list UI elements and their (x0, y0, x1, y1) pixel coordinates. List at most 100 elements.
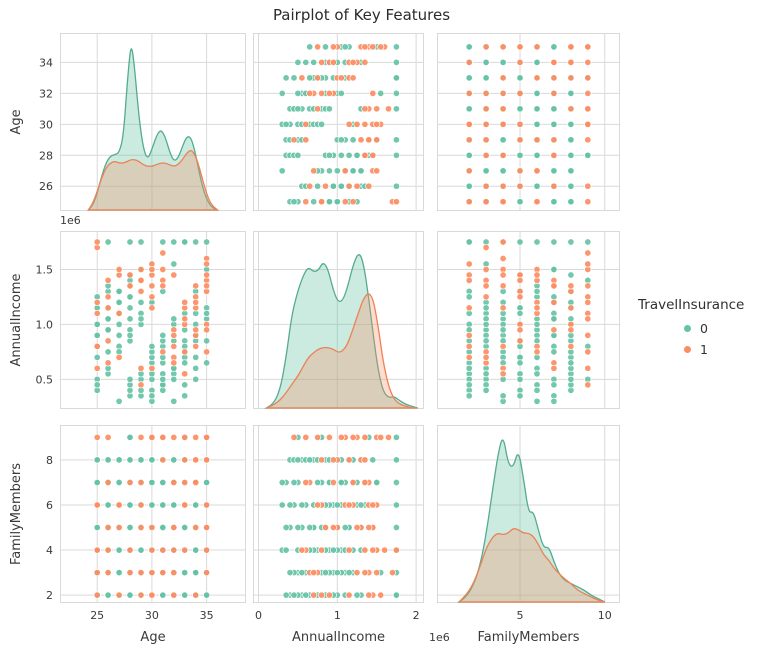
data-point (345, 120, 353, 128)
data-point (203, 326, 211, 334)
data-point (369, 89, 377, 97)
data-point (321, 43, 330, 51)
scatter-class1 (290, 433, 400, 599)
kde-annualincome-class0 (264, 254, 418, 409)
data-point (159, 331, 167, 339)
data-point (137, 501, 145, 509)
data-point (499, 89, 507, 97)
data-point (353, 182, 361, 190)
data-point (115, 546, 123, 554)
data-point (361, 478, 369, 487)
data-point (516, 182, 524, 190)
data-point (499, 43, 507, 51)
data-point (333, 501, 341, 509)
data-point (349, 136, 357, 144)
data-point (181, 370, 189, 378)
data-point (349, 198, 357, 206)
data-point (345, 182, 353, 190)
data-point (306, 89, 314, 97)
data-point (192, 591, 200, 599)
data-point (93, 478, 101, 487)
data-point (550, 105, 558, 113)
data-point (310, 167, 318, 175)
data-point (465, 120, 473, 128)
data-point (302, 136, 310, 144)
data-point (482, 151, 490, 159)
data-point (170, 397, 178, 405)
subplot-frame (253, 425, 424, 603)
y-tick-label: 6 (46, 499, 53, 512)
data-point (349, 433, 357, 441)
data-point (353, 591, 361, 599)
data-point (93, 433, 101, 441)
data-point (159, 478, 167, 487)
data-point (148, 546, 156, 554)
data-point (159, 375, 167, 383)
data-point (278, 478, 286, 487)
data-point (345, 501, 353, 509)
kde-annualincome-class1 (266, 293, 418, 409)
data-point (192, 238, 200, 246)
data-point (126, 433, 134, 441)
data-point (329, 182, 337, 190)
data-point (93, 364, 101, 372)
data-point (148, 523, 156, 532)
data-point (584, 331, 592, 339)
data-point (482, 182, 490, 190)
data-point (104, 304, 112, 312)
data-point (126, 304, 134, 312)
data-point (325, 198, 333, 206)
data-point (516, 238, 524, 246)
data-point (482, 243, 490, 252)
data-point (321, 182, 330, 190)
data-point (533, 182, 541, 190)
data-point (203, 501, 211, 509)
data-point (310, 58, 318, 66)
data-point (567, 182, 575, 190)
data-point (550, 315, 558, 323)
data-point (550, 182, 558, 190)
data-point (115, 353, 123, 361)
data-point (353, 120, 361, 128)
data-point (516, 326, 524, 334)
y-tick-label: 0.5 (36, 373, 54, 386)
data-point (314, 74, 322, 82)
data-point (482, 265, 490, 274)
data-point (482, 136, 490, 144)
data-point (465, 381, 473, 389)
data-point (203, 359, 211, 367)
data-point (329, 523, 337, 532)
data-point (361, 58, 369, 66)
data-point (329, 546, 337, 554)
data-point (93, 501, 101, 509)
data-point (318, 89, 326, 97)
data-point (93, 342, 101, 350)
data-point (567, 74, 575, 82)
data-point (181, 315, 189, 323)
data-point (550, 348, 558, 356)
data-point (148, 456, 156, 464)
data-point (392, 478, 400, 487)
data-point (294, 58, 302, 66)
data-point (306, 182, 314, 190)
data-point (290, 136, 298, 144)
data-point (192, 342, 200, 350)
data-point (306, 456, 314, 464)
data-point (104, 523, 112, 532)
data-point (584, 105, 592, 113)
data-point (333, 198, 341, 206)
data-point (329, 58, 337, 66)
subplot-familymembers-vs-familymembers (437, 425, 620, 603)
data-point (516, 276, 524, 284)
data-point (550, 198, 558, 206)
data-point (584, 182, 592, 190)
data-point (181, 392, 189, 400)
data-point (499, 182, 507, 190)
data-point (369, 501, 377, 509)
data-point (584, 298, 592, 306)
data-point (104, 569, 112, 577)
data-point (126, 456, 134, 464)
y-tick-label: 2 (46, 589, 53, 602)
data-point (550, 298, 558, 306)
data-point (192, 433, 200, 441)
